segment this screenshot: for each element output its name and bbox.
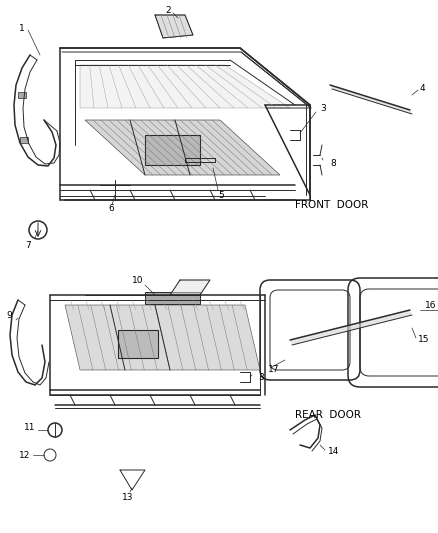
Polygon shape: [85, 120, 279, 175]
Text: 12: 12: [18, 450, 30, 459]
Text: 15: 15: [417, 335, 428, 344]
Text: 16: 16: [424, 301, 435, 310]
Text: 3: 3: [258, 374, 263, 383]
Text: 7: 7: [25, 240, 31, 249]
Polygon shape: [290, 310, 411, 345]
Text: 6: 6: [108, 204, 113, 213]
Text: REAR  DOOR: REAR DOOR: [294, 410, 360, 420]
Bar: [18, 92, 26, 98]
Text: 4: 4: [419, 84, 425, 93]
Text: 3: 3: [319, 103, 325, 112]
Bar: [145, 292, 200, 304]
Text: 8: 8: [329, 158, 335, 167]
Polygon shape: [65, 305, 259, 370]
Text: 14: 14: [327, 448, 339, 456]
Text: 17: 17: [267, 366, 279, 375]
Polygon shape: [80, 65, 290, 108]
Text: 2: 2: [165, 5, 170, 14]
Polygon shape: [155, 15, 193, 38]
Text: 11: 11: [24, 424, 35, 432]
Text: 9: 9: [6, 311, 12, 320]
Text: 5: 5: [218, 190, 223, 199]
Polygon shape: [329, 85, 411, 114]
Bar: [145, 135, 200, 165]
Text: 13: 13: [122, 494, 134, 503]
Bar: [20, 137, 28, 143]
Text: FRONT  DOOR: FRONT DOOR: [294, 200, 367, 210]
Text: 1: 1: [19, 23, 25, 33]
Text: 10: 10: [132, 276, 143, 285]
Polygon shape: [170, 280, 209, 295]
Bar: [118, 330, 158, 358]
